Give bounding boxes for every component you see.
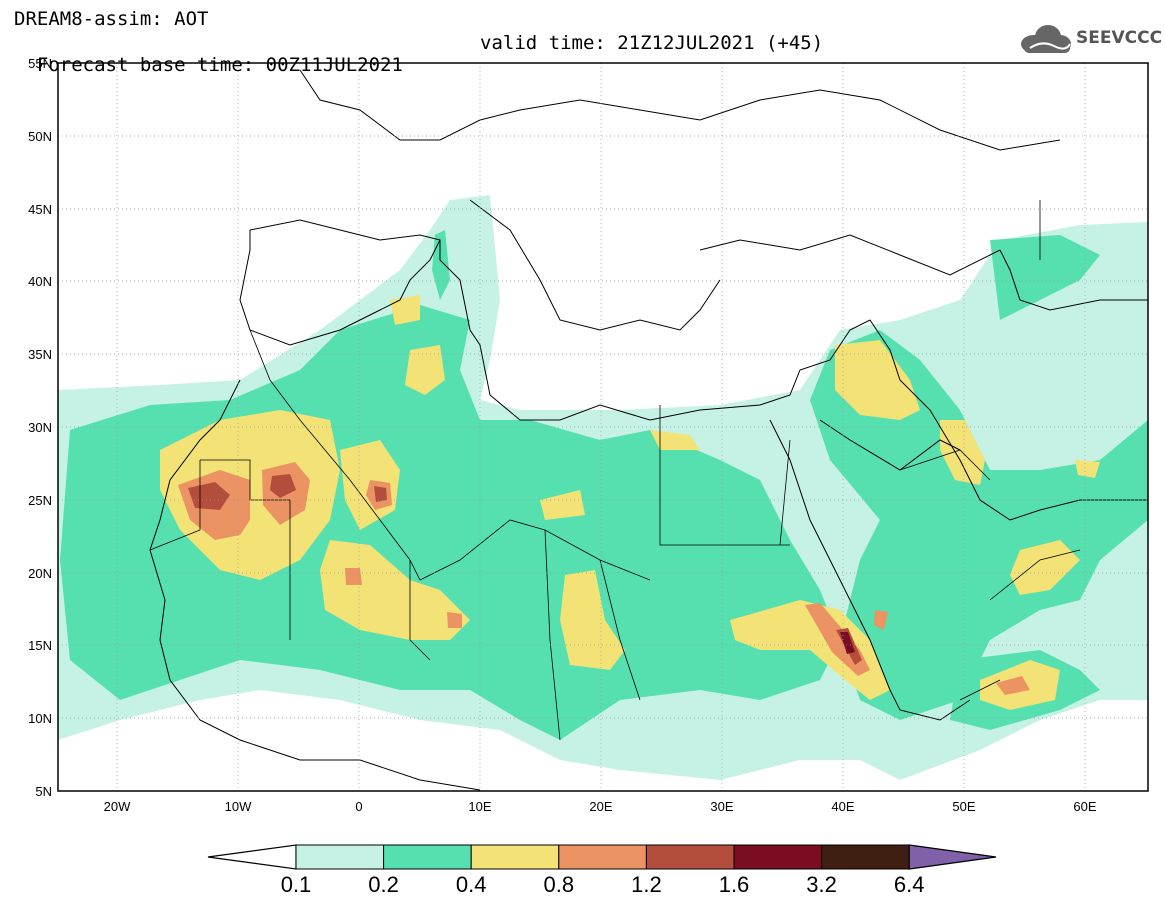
lon-label: 20W — [104, 799, 131, 814]
cloud-icon — [1021, 25, 1071, 53]
lat-label: 50N — [28, 129, 52, 144]
lat-label: 30N — [28, 420, 52, 435]
colorbar-bin — [645, 844, 735, 870]
colorbar-low-arrow — [207, 844, 297, 870]
map-frame — [57, 62, 1149, 792]
lon-label: 60E — [1073, 799, 1096, 814]
borders — [149, 200, 1081, 741]
colorbar-label: 0.2 — [368, 872, 399, 897]
lat-label: 10N — [28, 711, 52, 726]
colorbar-high-arrow — [908, 844, 997, 870]
lon-label: 40E — [831, 799, 854, 814]
seevccc-logo: SEEVCCC — [1018, 22, 1162, 56]
colorbar-bin — [558, 844, 647, 870]
lon-label: 0 — [355, 799, 362, 814]
lon-labels: 20W 10W 0 10E 20E 30E 40E 50E 60E — [104, 799, 1097, 814]
aot-level-1.6 — [840, 632, 855, 654]
colorbar-bin — [821, 844, 910, 870]
colorbar-label: 6.4 — [894, 872, 925, 897]
lat-label: 15N — [28, 638, 52, 653]
lat-label: 45N — [28, 202, 52, 217]
lat-label: 35N — [28, 347, 52, 362]
lat-labels: 55N 50N 45N 40N 35N 30N 25N 20N 15N 10N … — [28, 56, 52, 799]
colorbar-label: 3.2 — [806, 872, 837, 897]
chart-title: DREAM8-assim: AOT — [14, 8, 209, 30]
logo-text: SEEVCCC — [1076, 28, 1163, 48]
lon-label: 30E — [710, 799, 733, 814]
colorbar-label: 0.1 — [281, 872, 312, 897]
colorbar: 0.1 0.2 0.4 0.8 1.2 1.6 3.2 6.4 — [207, 844, 997, 897]
colorbar-bin — [383, 844, 472, 870]
valid-time: valid time: 21Z12JUL2021 (+45) — [480, 32, 824, 54]
colorbar-label: 1.2 — [631, 872, 662, 897]
lat-label: 40N — [28, 274, 52, 289]
lat-label: 5N — [35, 784, 52, 799]
lon-label: 20E — [589, 799, 612, 814]
colorbar-label: 0.8 — [544, 872, 575, 897]
colorbar-bin — [733, 844, 823, 870]
lat-label: 55N — [28, 56, 52, 71]
colorbar-label: 0.4 — [456, 872, 487, 897]
colorbar-label: 1.6 — [719, 872, 750, 897]
colorbar-bin — [470, 844, 560, 870]
lat-label: 20N — [28, 566, 52, 581]
colorbar-bin — [295, 844, 385, 870]
lat-label: 25N — [28, 493, 52, 508]
aot-level-0.2 — [60, 230, 1148, 740]
lon-label: 10W — [225, 799, 252, 814]
forecast-times: Forecast base time: 00Z11JUL2021 valid t… — [14, 32, 823, 98]
base-time: Forecast base time: 00Z11JUL2021 — [36, 54, 403, 76]
lon-label: 50E — [952, 799, 975, 814]
graticule — [58, 63, 1148, 791]
lon-label: 10E — [468, 799, 491, 814]
